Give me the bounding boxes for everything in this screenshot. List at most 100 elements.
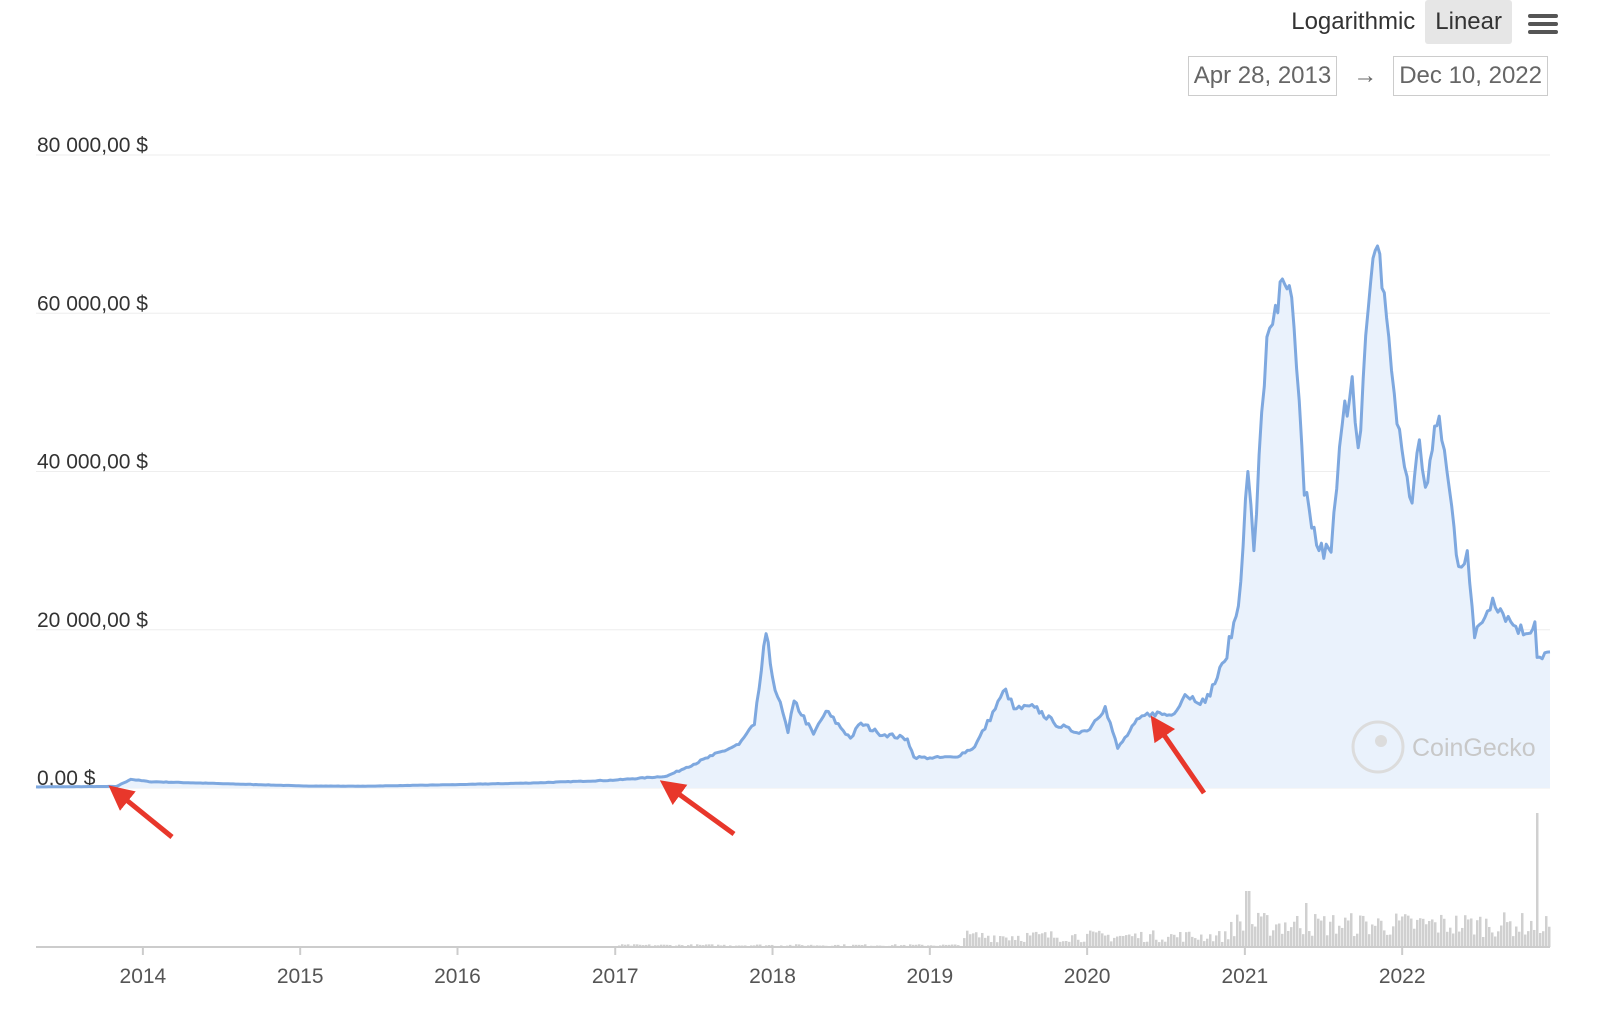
volume-bar [1395,913,1398,947]
volume-bar [1128,934,1131,947]
volume-bar [1485,918,1488,947]
volume-bar [981,932,984,947]
volume-bar [1350,913,1353,947]
volume-bar [1455,915,1458,947]
volume-bar [1248,891,1251,947]
volume-bar [1416,919,1419,947]
volume-bar [1500,925,1503,947]
x-tick-label: 2019 [906,965,953,988]
volume-bar [1191,936,1194,947]
volume-bar [1005,937,1008,947]
volume-bar [1089,930,1092,947]
volume-bar [915,944,918,947]
volume-bar [942,944,945,947]
volume-bar [1254,926,1257,947]
volume-bar [1125,935,1128,947]
volume-bar [1047,937,1050,947]
volume-bar [1218,931,1221,947]
range-to-input[interactable]: Dec 10, 2022 [1393,56,1548,96]
volume-bar [1545,916,1548,947]
volume-bar [1458,931,1461,947]
chart-toolbar: Logarithmic Linear [1281,0,1560,44]
volume-bar [1530,920,1533,947]
volume-bar [1056,937,1059,947]
volume-bar [1398,920,1401,947]
volume-bar [1122,936,1125,947]
volume-bar [1038,934,1041,947]
volume-bar [1446,931,1449,947]
volume-bar [1146,941,1149,947]
volume-bar [1335,933,1338,947]
logarithmic-scale-button[interactable]: Logarithmic [1291,8,1416,35]
volume-bar [963,938,966,947]
volume-bar [1494,936,1497,947]
volume-bar [1329,921,1332,947]
volume-bar [1323,916,1326,947]
range-from-input[interactable]: Apr 28, 2013 [1187,56,1338,96]
y-tick-label: 60 000,00 $ [37,292,148,315]
volume-bar [834,944,837,947]
volume-bar [978,937,981,947]
volume-bar [954,944,957,947]
volume-bars [45,813,1551,947]
x-tick-label: 2022 [1379,965,1426,988]
volume-bar [1320,920,1323,947]
volume-bar [1002,936,1005,947]
volume-bar [1029,935,1032,947]
volume-bar [1140,931,1143,947]
volume-bar [1260,916,1263,947]
volume-bar [1158,942,1161,947]
volume-bar [1527,931,1530,947]
volume-bar [1113,937,1116,947]
volume-bar [666,944,669,947]
annotation-arrows [108,715,1207,839]
volume-bar [1434,922,1437,947]
volume-bar [1023,941,1026,947]
volume-bar [864,944,867,947]
volume-bar [810,944,813,947]
volume-bar [1230,921,1233,947]
volume-bar [1284,922,1287,947]
volume-bar [699,944,702,947]
volume-bar [708,944,711,947]
volume-bar [1110,941,1113,947]
volume-bar [660,944,663,947]
volume-bar [1224,931,1227,947]
volume-bar [1521,913,1524,947]
volume-bar [1452,933,1455,947]
volume-bar [1356,933,1359,947]
volume-bar [993,935,996,947]
volume-bar [1359,915,1362,947]
volume-bar [1341,927,1344,947]
volume-bar [1509,921,1512,947]
linear-scale-button[interactable]: Linear [1425,0,1512,44]
volume-bar [1026,932,1029,947]
volume-bar [1179,932,1182,947]
volume-bar [1533,929,1536,947]
volume-bar [852,944,855,947]
volume-bar [771,944,774,947]
volume-bar [1173,934,1176,947]
volume-bar [1266,915,1269,947]
volume-bar [1206,938,1209,947]
volume-bar [987,935,990,947]
volume-bar [1497,931,1500,947]
volume-bar [1488,926,1491,947]
x-tick-label: 2018 [749,965,796,988]
volume-bar [639,944,642,947]
red-arrow-icon [1150,715,1207,795]
volume-bar [1083,941,1086,947]
volume-bar [990,942,993,947]
volume-bar [951,944,954,947]
price-line [35,244,1551,789]
volume-bar [621,944,624,947]
volume-bar [1281,933,1284,947]
volume-bar [909,944,912,947]
volume-bar [1221,941,1224,947]
hamburger-menu-icon[interactable] [1526,8,1560,36]
volume-bar [1338,925,1341,947]
volume-bar [1293,921,1296,947]
volume-bar [1278,923,1281,947]
volume-bar [1044,932,1047,947]
